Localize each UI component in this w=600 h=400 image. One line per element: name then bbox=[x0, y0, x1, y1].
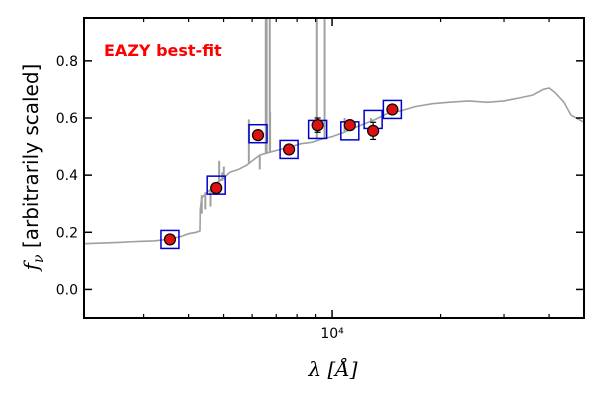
y-tick-label: 0.2 bbox=[56, 225, 78, 241]
y-tick-label: 0.4 bbox=[56, 168, 78, 184]
observed-point bbox=[163, 233, 177, 246]
plot-content bbox=[83, 18, 585, 250]
annotation-label: EAZY best-fit bbox=[104, 41, 222, 60]
observed-point bbox=[283, 143, 296, 156]
model-spectrum-line bbox=[83, 87, 585, 245]
observed-point bbox=[210, 181, 223, 195]
y-tick-label: 0.6 bbox=[56, 111, 78, 127]
model-photometry-box bbox=[206, 175, 226, 195]
y-tick-label: 0.0 bbox=[56, 282, 78, 298]
observed-point bbox=[367, 124, 380, 137]
model-photometry-box bbox=[248, 123, 268, 144]
observed-point bbox=[343, 119, 356, 132]
x-axis-label: λ [Å] bbox=[307, 356, 357, 381]
y-tick-label: 0.8 bbox=[56, 54, 78, 70]
x-tick-label: 10⁴ bbox=[320, 326, 344, 342]
model-photometry-box bbox=[160, 229, 180, 250]
observed-point bbox=[251, 129, 265, 142]
observed-point bbox=[386, 103, 399, 116]
model-photometry-box bbox=[382, 99, 403, 120]
observed-point bbox=[311, 119, 324, 132]
plot-frame bbox=[83, 17, 585, 319]
y-axis-label: fν [arbitrarily scaled] bbox=[19, 64, 47, 273]
model-photometry-box bbox=[279, 139, 299, 160]
axis-ticks: 0.0 0.2 0.4 0.6 0.8 10⁴ bbox=[56, 18, 584, 342]
